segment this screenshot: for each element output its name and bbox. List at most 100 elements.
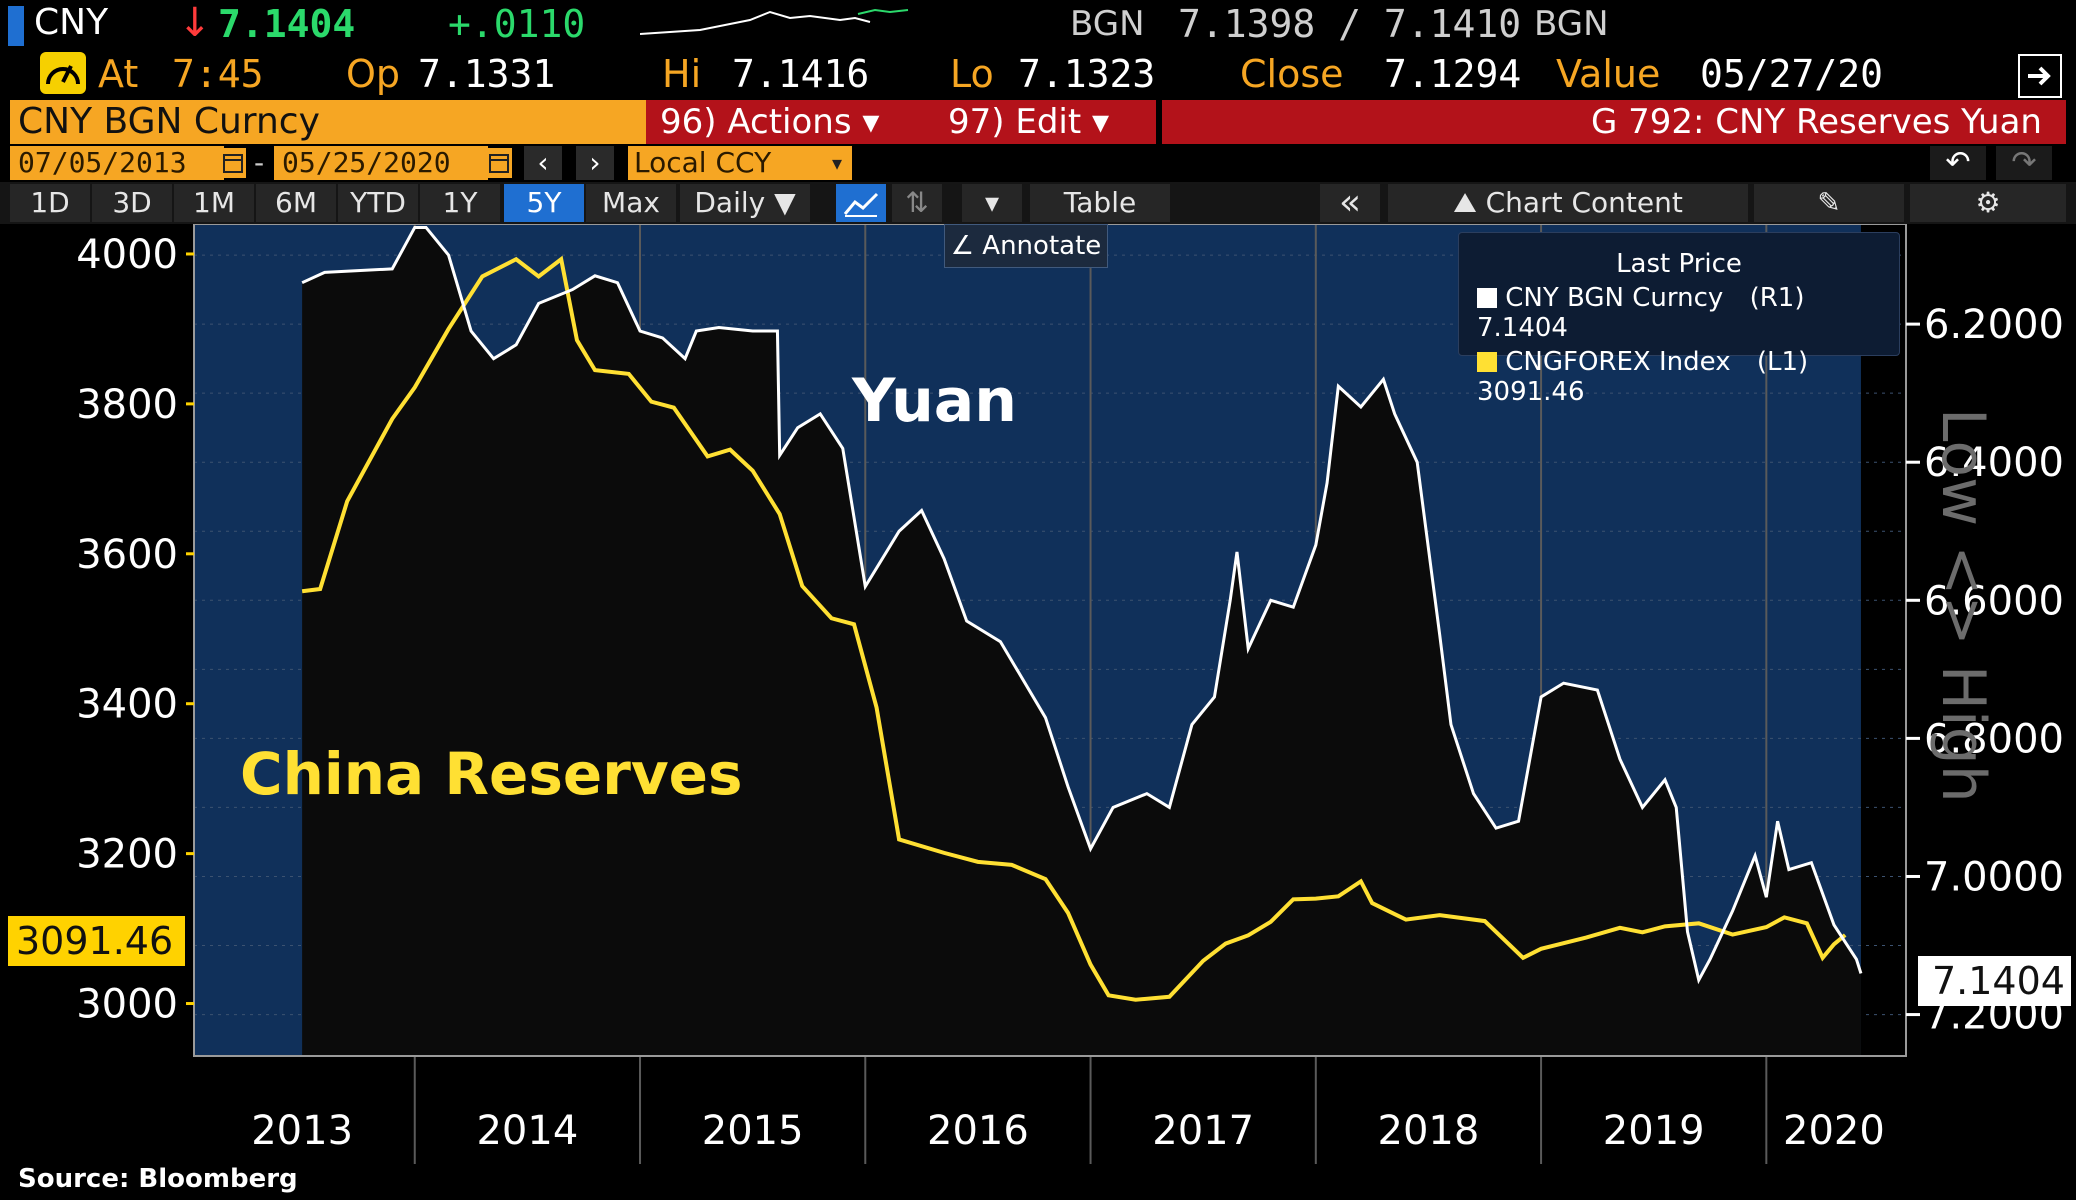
value-date: 05/27/20 <box>1700 52 1884 96</box>
chevron-down-icon[interactable]: ▾ <box>822 146 852 180</box>
range-3d[interactable]: 3D <box>92 184 172 222</box>
legend-axis: (L1) <box>1756 347 1809 377</box>
actions-menu[interactable]: 96) Actions ▾ <box>646 100 912 144</box>
chevron-right-icon[interactable]: › <box>576 146 614 180</box>
bars-icon <box>8 6 24 46</box>
x-axis: 2013 2014 2015 2016 2017 2018 2019 2020 <box>251 1108 1885 1154</box>
undo-icon[interactable]: ↶ <box>1930 146 1986 180</box>
graph-title: G 792: CNY Reserves Yuan <box>1162 100 2066 144</box>
net-change: +.0110 <box>448 2 586 46</box>
at-time: 7:45 <box>172 52 264 96</box>
pencil-icon[interactable]: ✎ <box>1754 184 1904 222</box>
range-ytd[interactable]: YTD <box>338 184 418 222</box>
x-tick-label: 2017 <box>1152 1108 1254 1154</box>
calendar-icon[interactable] <box>220 148 246 178</box>
range-1y[interactable]: 1Y <box>420 184 500 222</box>
left-tick-label: 3200 <box>76 832 178 878</box>
legend-item-cngforex: CNGFOREX Index (L1) 3091.46 <box>1477 347 1899 407</box>
calendar-icon[interactable] <box>486 148 512 178</box>
series-line-cngforex <box>301 255 1847 1002</box>
chart-area: 4000 3800 3600 3400 3200 3000 6.2000 6.4000 6.6… <box>76 224 2064 1164</box>
right-tick-label: 7.0000 <box>1924 854 2064 900</box>
frequency-select[interactable]: Daily ▼ <box>680 184 810 222</box>
annotation-china-reserves: China Reserves <box>240 740 743 808</box>
collapse-button[interactable]: « <box>1320 184 1380 222</box>
annotation-yuan: Yuan <box>852 366 1017 436</box>
legend-name: CNY BGN Curncy <box>1505 283 1724 313</box>
down-arrow-icon: ↓ <box>178 0 212 46</box>
low-value: 7.1323 <box>1018 52 1156 96</box>
bgn-label-right: BGN <box>1534 4 1609 44</box>
legend-value: 3091.46 <box>1477 377 1585 407</box>
chevron-down-icon[interactable]: ▾ <box>962 184 1022 222</box>
quote-header: CNY ↓ 7.1404 +.0110 BGN 7.1398 / 7.1410 … <box>0 0 2076 48</box>
table-button[interactable]: Table <box>1030 184 1170 222</box>
x-tick-label: 2018 <box>1378 1108 1480 1154</box>
left-tick-label: 3800 <box>76 382 178 428</box>
range-1d[interactable]: 1D <box>10 184 90 222</box>
legend-swatch-yellow <box>1477 352 1497 372</box>
chart-content-button[interactable]: ⛰ Chart Content <box>1388 184 1748 222</box>
legend-name: CNGFOREX Index <box>1505 347 1731 377</box>
high-value: 7.1416 <box>732 52 870 96</box>
legend-value: 7.1404 <box>1477 313 1568 343</box>
sparkline-icon <box>640 8 909 35</box>
x-tick-label: 2016 <box>927 1108 1029 1154</box>
chart-line-icon[interactable] <box>836 184 886 222</box>
legend-swatch-white <box>1477 288 1497 308</box>
settings-icon[interactable]: ⚙ <box>1910 184 2066 222</box>
chart-content-label: Chart Content <box>1485 186 1683 219</box>
left-tick-label: 3400 <box>76 682 178 728</box>
legend-axis: (R1) <box>1749 283 1805 313</box>
edit-menu[interactable]: 97) Edit ▾ <box>904 100 1156 144</box>
high-label: Hi <box>662 52 702 96</box>
close-value: 7.1294 <box>1384 52 1522 96</box>
bid-ask: 7.1398 / 7.1410 <box>1178 2 1522 46</box>
left-tick-label: 4000 <box>76 232 178 278</box>
start-date-field[interactable]: 07/05/2013 <box>10 146 224 180</box>
close-label: Close <box>1240 52 1344 96</box>
right-tick-label: 6.4000 <box>1924 440 2064 486</box>
open-value: 7.1331 <box>418 52 556 96</box>
legend-item-cny: CNY BGN Curncy (R1) 7.1404 <box>1477 283 1899 343</box>
chevron-left-icon[interactable]: ‹ <box>524 146 562 180</box>
plot-frame <box>193 224 1907 1057</box>
x-tick-label: 2015 <box>702 1108 804 1154</box>
x-tick-label: 2014 <box>476 1108 578 1154</box>
last-price: 7.1404 <box>218 2 356 46</box>
speedometer-icon[interactable] <box>40 52 86 94</box>
bars-icon[interactable]: ⇅ <box>892 184 942 222</box>
legend-title: Last Price <box>1616 249 1742 279</box>
currency-select[interactable]: Local CCY <box>628 146 824 180</box>
source-note: Source: Bloomberg <box>18 1164 298 1194</box>
value-label: Value <box>1556 52 1661 96</box>
chart-content-icon: ⛰ <box>1453 186 1486 219</box>
right-axis-label: Low <> High <box>1928 408 1998 803</box>
range-5y[interactable]: 5Y <box>504 184 584 222</box>
range-max[interactable]: Max <box>586 184 676 222</box>
x-tick-label: 2020 <box>1783 1108 1885 1154</box>
open-label: Op <box>346 52 401 96</box>
end-date-field[interactable]: 05/25/2020 <box>274 146 488 180</box>
range-6m[interactable]: 6M <box>256 184 336 222</box>
low-label: Lo <box>950 52 994 96</box>
security-field[interactable]: CNY BGN Curncy <box>10 100 648 144</box>
left-axis: 4000 3800 3600 3400 3200 3000 <box>76 232 194 1028</box>
right-tick-label: 6.8000 <box>1924 716 2064 762</box>
pencil-icon: ∠ <box>950 231 983 261</box>
right-tick-label: 6.6000 <box>1924 578 2064 624</box>
range-1m[interactable]: 1M <box>174 184 254 222</box>
redo-icon[interactable]: ↷ <box>1996 146 2052 180</box>
series-line-cny <box>301 225 1863 985</box>
at-label: At <box>98 52 139 96</box>
left-tick-label: 3000 <box>76 982 178 1028</box>
left-tick-label: 3600 <box>76 532 178 578</box>
bgn-label-left: BGN <box>1070 4 1145 44</box>
annotate-button[interactable]: ∠ Annotate <box>944 224 1108 268</box>
x-tick-label: 2019 <box>1603 1108 1705 1154</box>
export-icon[interactable] <box>2018 54 2062 98</box>
right-tick-label: 6.2000 <box>1924 302 2064 348</box>
x-tick-label: 2013 <box>251 1108 353 1154</box>
ticker: CNY <box>34 2 109 43</box>
